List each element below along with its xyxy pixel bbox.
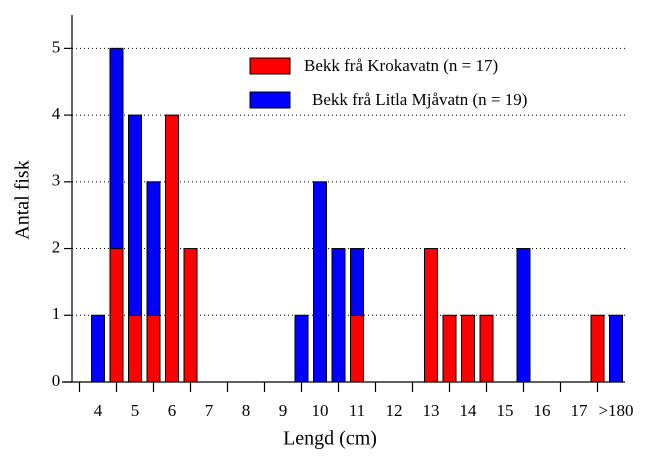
x-axis-label: Lengd (cm) bbox=[283, 428, 377, 450]
x-tick-label: 11 bbox=[349, 401, 365, 420]
x-tick-label: 14 bbox=[460, 401, 478, 420]
x-tick-label: 5 bbox=[131, 401, 140, 420]
x-tick-label: 15 bbox=[497, 401, 514, 420]
bar bbox=[424, 248, 438, 383]
bar bbox=[313, 181, 327, 383]
x-tick-label: 8 bbox=[242, 401, 251, 420]
bar bbox=[590, 314, 605, 383]
legend-label: Bekk frå Litla Mjåvatn (n = 19) bbox=[312, 90, 527, 109]
x-tick-label: 6 bbox=[168, 401, 177, 420]
y-tick-label: 1 bbox=[52, 304, 61, 323]
bar bbox=[331, 248, 346, 383]
bar bbox=[183, 248, 198, 383]
bar bbox=[609, 314, 623, 383]
x-tick-label: >180 bbox=[598, 401, 633, 420]
x-tick-label: 12 bbox=[386, 401, 403, 420]
bar bbox=[109, 47, 124, 250]
y-tick-label: 4 bbox=[52, 104, 61, 123]
bar bbox=[165, 114, 179, 383]
y-tick-label: 3 bbox=[52, 171, 61, 190]
x-tick-label: 17 bbox=[571, 401, 589, 420]
legend-label: Bekk frå Krokavatn (n = 17) bbox=[304, 56, 498, 75]
y-tick-label: 5 bbox=[52, 37, 61, 56]
bar bbox=[442, 314, 457, 383]
y-tick-label: 0 bbox=[52, 371, 61, 390]
x-tick-label: 9 bbox=[279, 401, 288, 420]
bar bbox=[516, 248, 531, 383]
bar bbox=[350, 314, 364, 383]
bar bbox=[479, 314, 494, 383]
bar bbox=[294, 314, 309, 383]
x-tick-label: 4 bbox=[94, 401, 103, 420]
legend-swatch bbox=[249, 57, 291, 75]
bar bbox=[91, 314, 105, 383]
x-tick-label: 13 bbox=[423, 401, 440, 420]
bar bbox=[146, 314, 161, 383]
bar bbox=[128, 114, 142, 316]
x-tick-label: 16 bbox=[534, 401, 551, 420]
bar bbox=[128, 314, 142, 383]
x-tick-label: 7 bbox=[205, 401, 214, 420]
bar bbox=[146, 181, 161, 316]
y-axis-label: Antal fisk bbox=[12, 160, 34, 239]
bar bbox=[109, 248, 124, 383]
bar bbox=[461, 314, 475, 383]
y-tick-label: 2 bbox=[52, 237, 61, 256]
legend-swatch bbox=[249, 91, 291, 109]
x-tick-label: 10 bbox=[312, 401, 329, 420]
bar bbox=[350, 248, 364, 316]
